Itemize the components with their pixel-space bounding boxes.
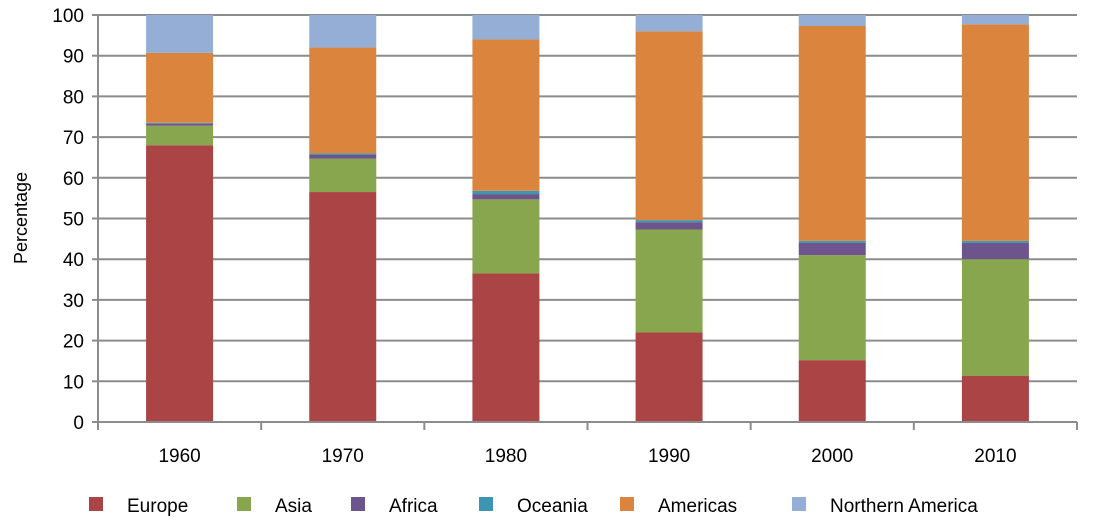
bars xyxy=(146,15,1029,423)
x-tick-label: 2000 xyxy=(811,446,853,467)
y-tick-label: 20 xyxy=(63,332,84,353)
bar-segment-europe-1990 xyxy=(635,332,703,422)
y-tick-label: 60 xyxy=(63,169,84,190)
y-tick-label: 90 xyxy=(63,47,84,68)
bar-segment-americas-1990 xyxy=(635,31,703,221)
bar-segment-europe-1970 xyxy=(309,192,377,422)
gridlines xyxy=(98,14,1077,383)
bar-segment-americas-1970 xyxy=(309,47,377,154)
bar-segment-africa-1980 xyxy=(472,194,540,200)
bar-segment-africa-2000 xyxy=(798,242,866,256)
bar-segment-oceania-1960 xyxy=(146,122,214,124)
legend-label: Asia xyxy=(275,496,312,517)
legend-label: Europe xyxy=(127,496,188,517)
bar-segment-oceania-1970 xyxy=(309,153,377,155)
x-tick-labels: 1960 1970 1980 1990 2000 2010 xyxy=(158,446,1016,467)
legend-swatch-oceania xyxy=(479,497,493,511)
bar-segment-europe-1980 xyxy=(472,273,540,422)
bar-segment-northern-america-1970 xyxy=(309,15,377,48)
legend-label: Africa xyxy=(389,496,438,517)
bar-segment-africa-2010 xyxy=(961,242,1029,260)
legend-swatch-asia xyxy=(237,497,251,511)
bar-segment-europe-2000 xyxy=(798,360,866,422)
y-tick-labels: 0 10 20 30 40 50 60 70 80 90 100 xyxy=(52,6,84,434)
bar-segment-africa-1970 xyxy=(309,154,377,159)
bar-segment-northern-america-2000 xyxy=(798,15,866,26)
bar-segment-asia-1990 xyxy=(635,229,703,333)
bar-segment-americas-2010 xyxy=(961,24,1029,241)
bar-segment-europe-1960 xyxy=(146,145,214,423)
bar-segment-oceania-1990 xyxy=(635,220,703,223)
x-tick-label: 2010 xyxy=(974,446,1016,467)
bar-segment-oceania-2010 xyxy=(961,240,1029,243)
bar-segment-northern-america-2010 xyxy=(961,15,1029,25)
bar-segment-northern-america-1990 xyxy=(635,15,703,32)
y-tick-label: 10 xyxy=(63,372,84,393)
bar-segment-asia-1980 xyxy=(472,199,540,274)
bar-segment-americas-2000 xyxy=(798,25,866,241)
bar-segment-asia-2010 xyxy=(961,259,1029,377)
y-tick-label: 0 xyxy=(73,413,84,434)
bar-segment-asia-2000 xyxy=(798,255,866,361)
x-tick-label: 1960 xyxy=(158,446,200,467)
bar-segment-americas-1960 xyxy=(146,52,214,123)
bar-segment-asia-1960 xyxy=(146,125,214,146)
bar-segment-africa-1990 xyxy=(635,222,703,230)
legend-swatch-americas xyxy=(620,497,634,511)
legend-label: Americas xyxy=(658,496,737,517)
x-tick-label: 1970 xyxy=(322,446,364,467)
bar-segment-oceania-1980 xyxy=(472,190,540,195)
y-tick-label: 50 xyxy=(63,210,84,231)
y-tick-label: 80 xyxy=(63,87,84,108)
legend: Europe Asia Africa Oceania Americas Northern … xyxy=(89,496,978,517)
legend-label: Oceania xyxy=(517,496,588,517)
legend-swatch-africa xyxy=(351,497,365,511)
axes xyxy=(92,14,1078,430)
x-tick-label: 1990 xyxy=(648,446,690,467)
x-tick-label: 1980 xyxy=(485,446,527,467)
legend-swatch-europe xyxy=(89,497,103,511)
y-tick-label: 30 xyxy=(63,291,84,312)
bar-segment-europe-2010 xyxy=(961,376,1029,422)
y-tick-label: 70 xyxy=(63,128,84,149)
bar-segment-northern-america-1980 xyxy=(472,15,540,40)
bar-segment-americas-1980 xyxy=(472,39,540,191)
legend-label: Northern America xyxy=(830,496,978,517)
bar-segment-africa-1960 xyxy=(146,123,214,126)
legend-swatch-northern-america xyxy=(792,497,806,511)
bar-segment-asia-1970 xyxy=(309,158,377,193)
y-axis-title: Percentage xyxy=(11,172,31,264)
bar-segment-oceania-2000 xyxy=(798,240,866,243)
y-tick-label: 40 xyxy=(63,250,84,271)
bar-segment-northern-america-1960 xyxy=(146,15,214,53)
y-tick-label: 100 xyxy=(52,6,84,27)
